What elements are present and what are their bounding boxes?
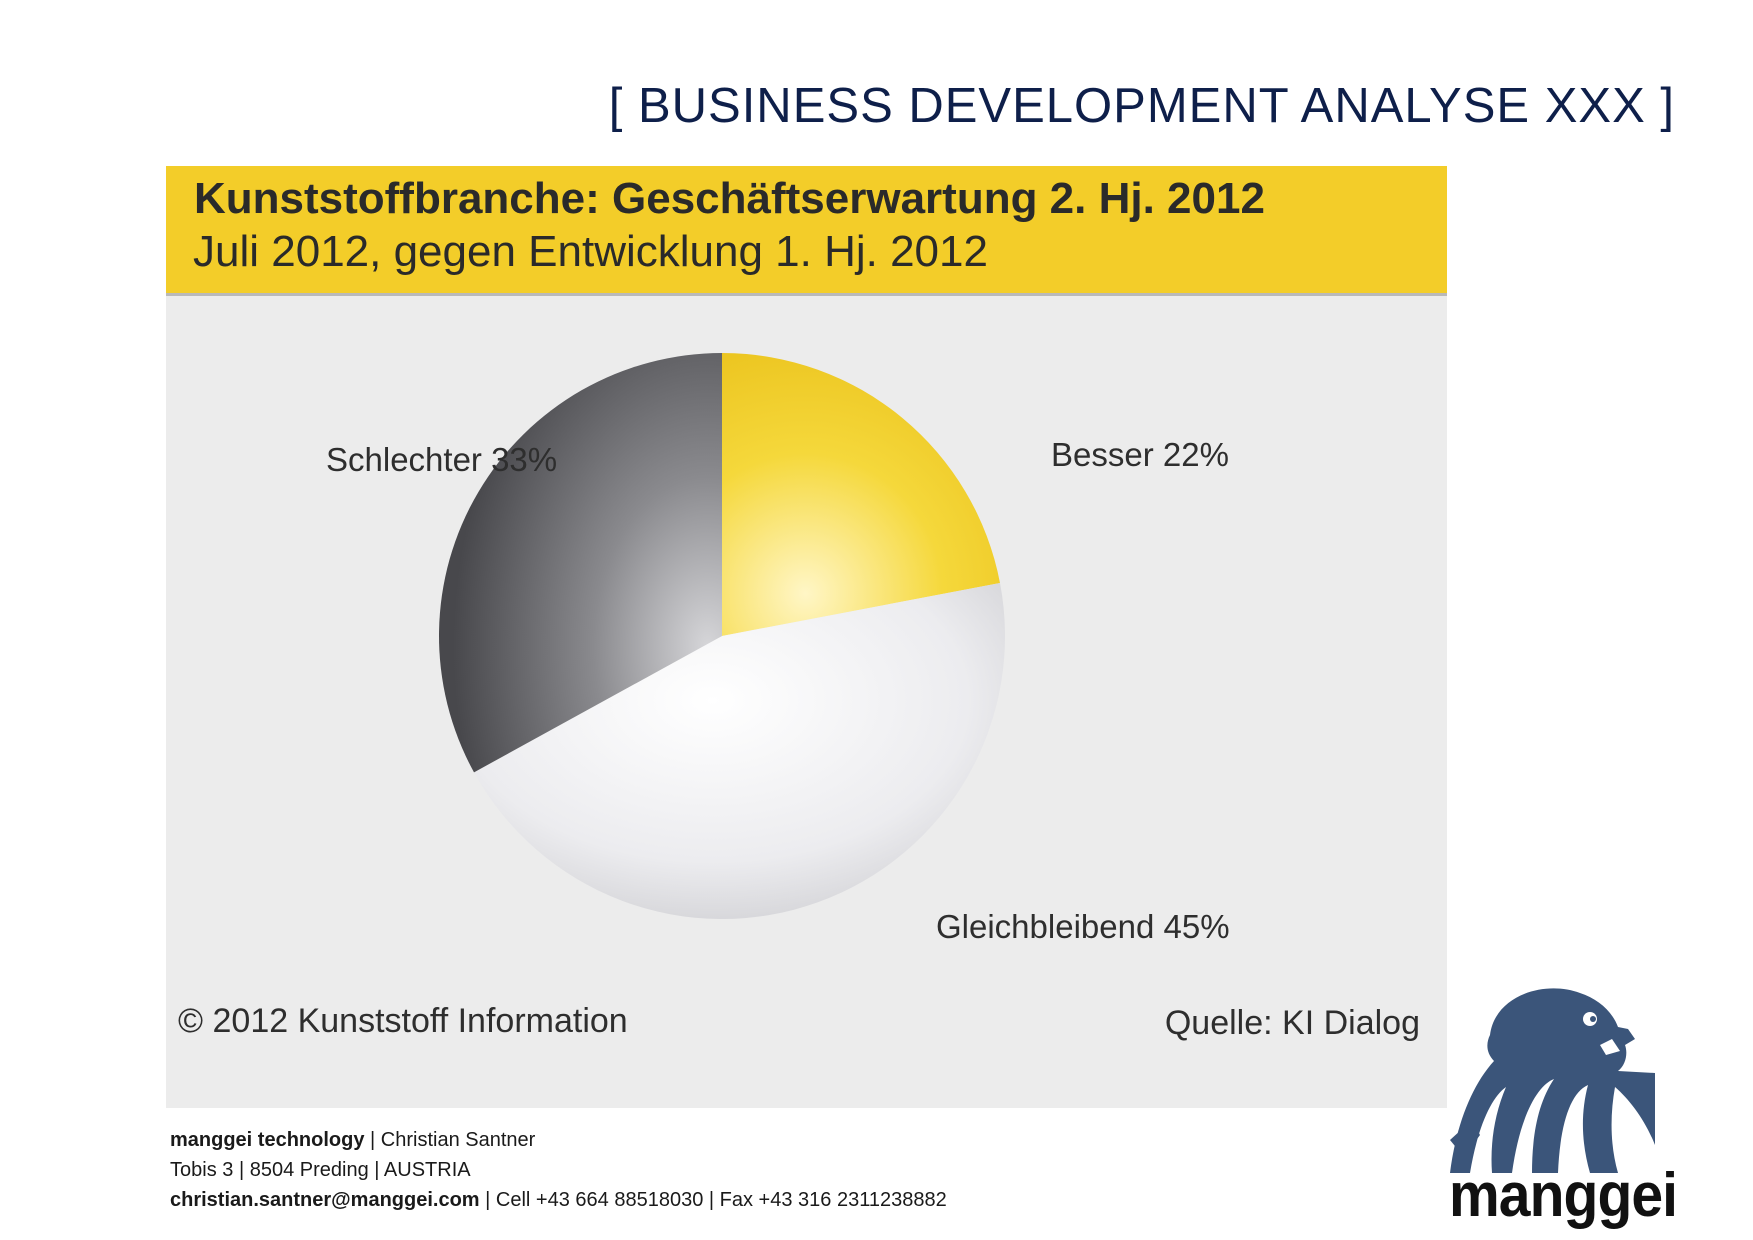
contact-fax: Fax +43 316 2311238882 xyxy=(719,1189,947,1211)
company-name: manggei technology xyxy=(170,1129,365,1151)
address-city: 8504 Preding xyxy=(249,1159,369,1181)
page-title: [ BUSINESS DEVELOPMENT ANALYSE XXX ] xyxy=(608,79,1675,133)
slice-label-gleichbleibend: Gleichbleibend 45% xyxy=(936,908,1230,945)
pie-chart xyxy=(439,353,1006,920)
slice-label-schlechter: Schlechter 33% xyxy=(326,441,558,478)
contact-line-2: Tobis 3 | 8504 Preding | AUSTRIA xyxy=(170,1159,471,1181)
chart-header: Kunststoffbranche: Geschäftserwartung 2.… xyxy=(166,166,1447,296)
chart-card: Kunststoffbranche: Geschäftserwartung 2.… xyxy=(166,166,1447,1108)
chart-copyright: © 2012 Kunststoff Information xyxy=(178,1002,628,1040)
contact-email[interactable]: christian.santner@manggei.com xyxy=(170,1189,480,1211)
contact-cell: Cell +43 664 88518030 xyxy=(495,1189,704,1211)
slice-label-besser: Besser 22% xyxy=(1051,436,1229,473)
pie-slice-gleichbleibend xyxy=(474,582,1006,920)
chart-source: Quelle: KI Dialog xyxy=(1164,1004,1420,1042)
chart-title: Kunststoffbranche: Geschäftserwartung 2.… xyxy=(194,174,1265,223)
contact-line-3: christian.santner@manggei.com | Cell +43… xyxy=(170,1189,947,1211)
address-country: AUSTRIA xyxy=(383,1159,471,1181)
pie-slice-besser xyxy=(722,353,1000,636)
chart-subtitle: Juli 2012, gegen Entwicklung 1. Hj. 2012 xyxy=(193,227,988,276)
beaver-head-icon xyxy=(1450,988,1655,1173)
pie-slice-schlechter xyxy=(439,353,722,773)
logo-wordmark: manggei xyxy=(1449,1161,1678,1230)
contact-person: Christian Santner xyxy=(380,1129,536,1151)
contact-line-1: manggei technology | Christian Santner xyxy=(170,1129,536,1151)
address-street: Tobis 3 xyxy=(170,1159,234,1181)
